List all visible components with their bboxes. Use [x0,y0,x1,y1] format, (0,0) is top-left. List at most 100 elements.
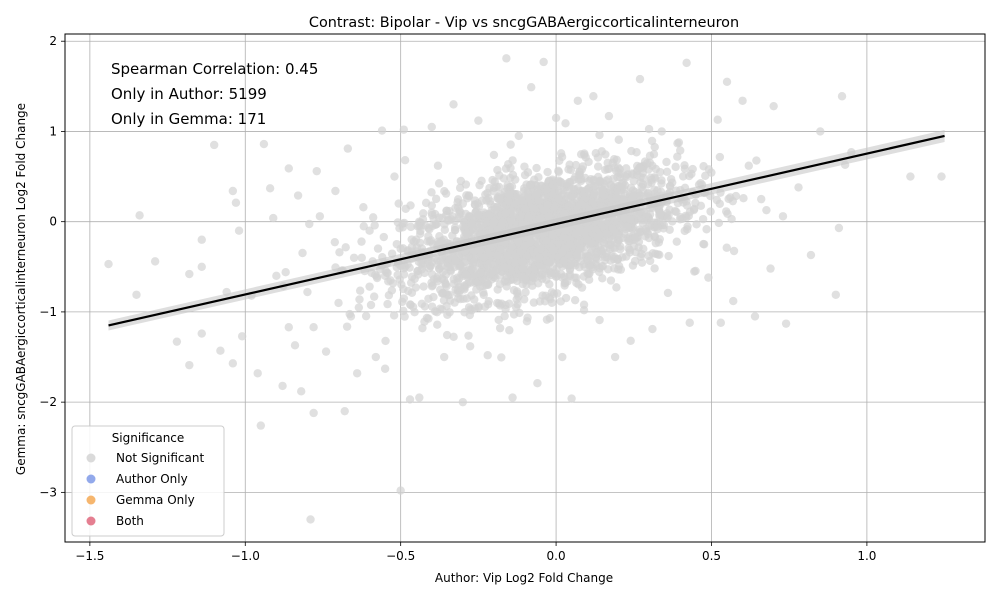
data-point [370,221,379,230]
data-point [494,315,503,325]
data-point [449,279,459,289]
data-point [405,395,415,404]
data-point [399,306,408,316]
data-point [451,256,460,266]
data-point [406,222,416,232]
data-point [657,127,666,136]
plot-frame [64,33,986,543]
data-point [172,337,182,346]
data-point [394,199,403,208]
data-point [644,124,654,134]
data-point [507,217,516,226]
data-point [610,352,620,362]
data-point [569,185,578,194]
data-point [359,222,368,231]
data-point [493,251,502,260]
data-point [427,302,437,311]
data-point [545,280,554,289]
data-point [561,226,571,236]
data-point [609,174,618,183]
data-point [415,393,424,402]
data-point [634,163,644,172]
data-point [355,295,364,304]
data-point [649,149,659,159]
data-point [228,359,238,368]
data-point [424,223,433,233]
data-point [466,278,476,287]
data-point [622,164,631,173]
data-point [440,186,449,196]
data-point [638,215,648,225]
data-point [335,248,344,257]
data-point [433,277,442,286]
data-point [424,314,433,323]
data-point [554,166,563,176]
data-point [722,77,732,87]
data-point [400,155,410,165]
data-point [104,259,113,269]
data-point [536,244,545,254]
data-point [738,96,747,105]
data-point [589,92,598,101]
data-point [501,208,510,218]
data-point [484,296,493,306]
data-point [663,288,673,298]
data-point [399,270,409,279]
data-point [424,294,433,303]
data-point [272,271,281,281]
data-point [604,111,614,121]
data-point [614,135,623,144]
data-point [676,212,685,222]
data-point [595,130,604,140]
data-point [685,207,695,216]
data-point [495,323,505,333]
data-point [626,215,635,224]
data-point [427,208,436,217]
data-point [608,158,617,168]
data-point [593,162,603,171]
data-point [475,180,484,190]
data-point [606,256,615,265]
data-point [418,215,428,224]
data-point [265,184,275,193]
data-point [673,152,682,161]
data-point [625,245,635,255]
data-point [231,198,241,207]
y-tick-label: 1 [49,124,57,138]
data-point [135,211,144,220]
data-point [744,161,753,170]
data-point [396,486,405,495]
data-point [546,270,556,280]
data-point [794,183,803,192]
data-point [704,165,714,174]
data-point [501,275,510,285]
data-point [581,153,590,162]
data-point [412,235,421,244]
data-point [531,190,541,199]
data-point [573,250,582,260]
data-point [237,332,247,341]
data-point [598,274,607,283]
data-point [483,217,492,227]
data-point [571,229,581,239]
y-axis-ticks: −3 −2 −1 0 1 2 [39,34,65,499]
data-point [601,150,610,159]
data-point [361,311,371,321]
data-point [535,297,545,306]
data-point [564,165,573,174]
data-point [816,127,825,136]
data-point [539,57,548,67]
data-point [371,352,381,362]
data-point [458,397,468,407]
data-point [556,270,566,279]
data-point [352,369,362,378]
data-point [396,244,405,253]
data-point [427,282,437,291]
data-point [642,209,651,218]
data-point [508,393,517,402]
data-point [643,229,653,239]
data-point [514,131,523,141]
data-point [536,181,545,190]
data-point [781,319,791,328]
data-point [479,290,488,300]
